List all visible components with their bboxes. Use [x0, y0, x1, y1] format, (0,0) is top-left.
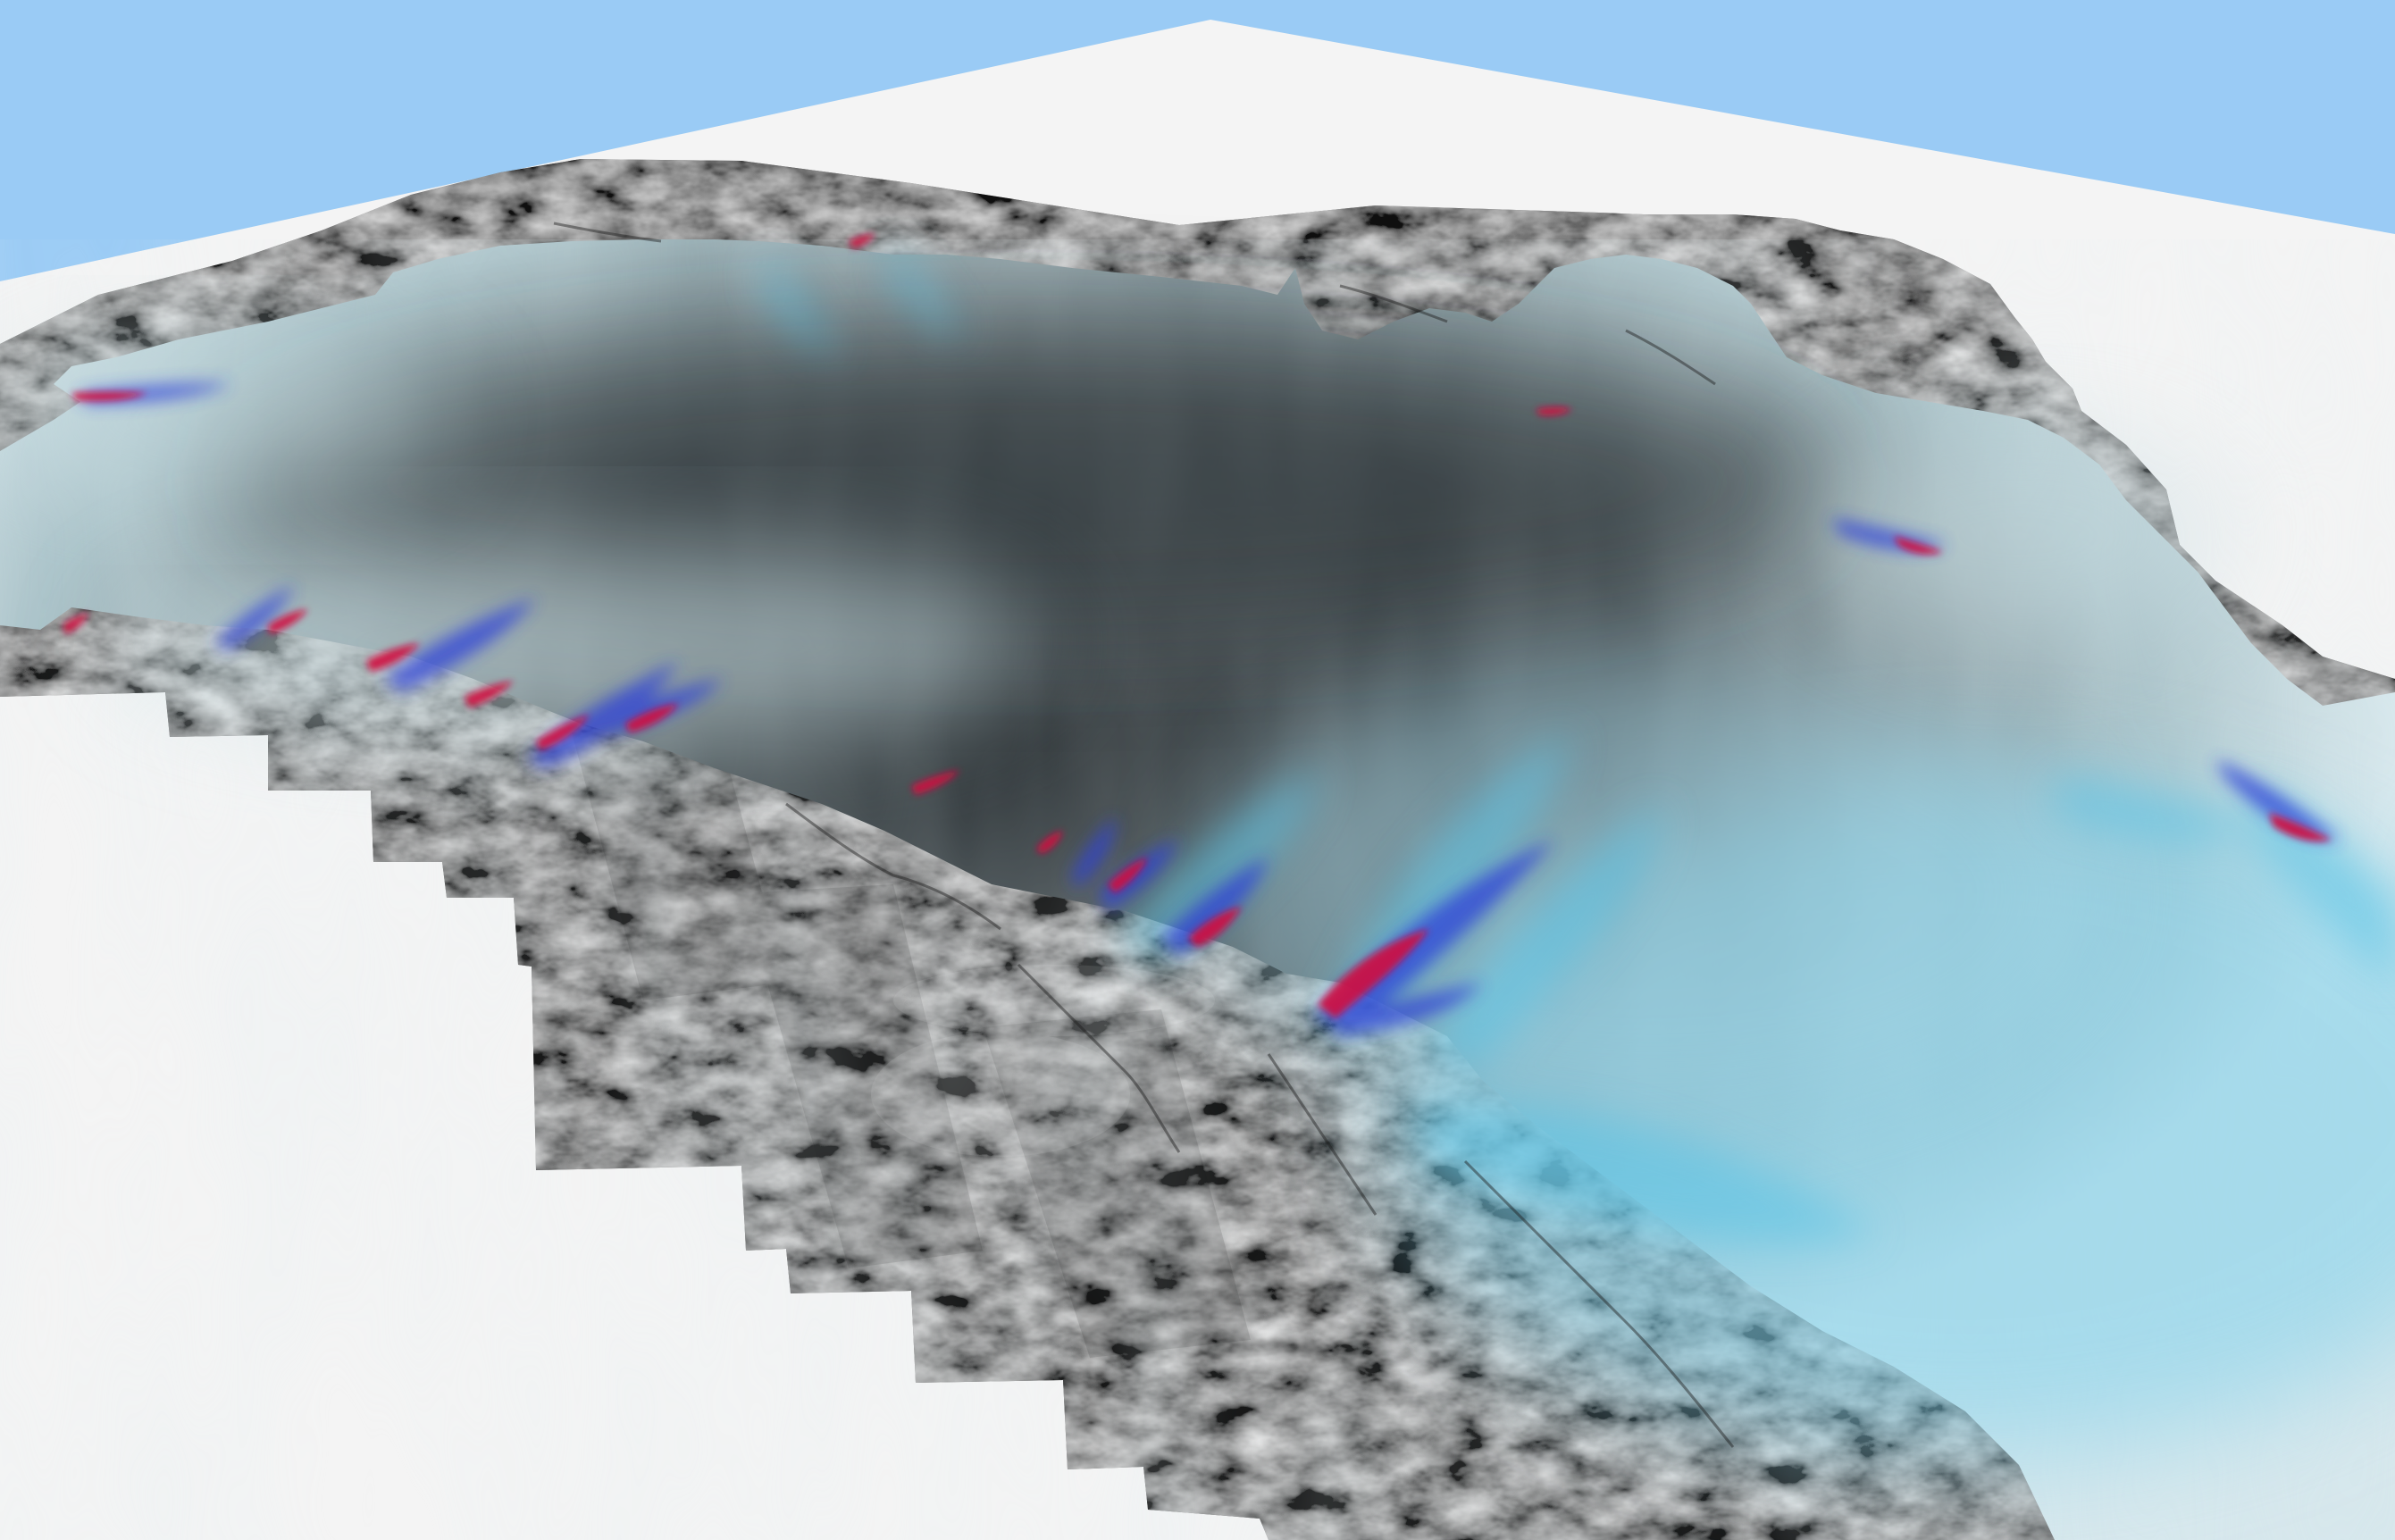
velocity-overlay [63, 234, 2395, 1244]
coastline-relief [553, 222, 1735, 1448]
